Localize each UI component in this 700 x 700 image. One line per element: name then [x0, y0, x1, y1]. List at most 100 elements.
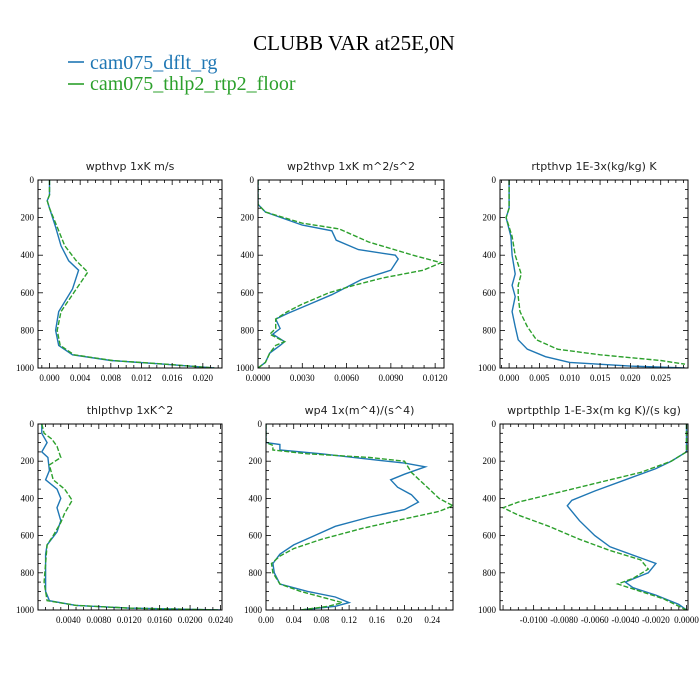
series-line-2 — [505, 180, 686, 365]
x-tick-label: 0.010 — [560, 373, 581, 383]
y-tick-label: 0 — [258, 419, 263, 429]
y-tick-label: 400 — [21, 493, 35, 503]
x-tick-label: 0.00 — [258, 615, 274, 625]
x-tick-label: 0.008 — [101, 373, 122, 383]
panel-title: wpthvp 1xK m/s — [86, 160, 175, 173]
y-tick-label: 800 — [483, 325, 497, 335]
x-tick-label: 0.0040 — [56, 615, 81, 625]
y-tick-label: 600 — [21, 531, 35, 541]
y-tick-label: 400 — [483, 250, 497, 260]
y-tick-label: 0 — [30, 175, 35, 185]
y-tick-label: 0 — [250, 175, 255, 185]
plot-frame — [257, 179, 445, 369]
series-line-2 — [266, 424, 453, 610]
x-tick-label: 0.016 — [162, 373, 183, 383]
series-line-1 — [46, 180, 215, 368]
legend-label-1: cam075_dflt_rg — [90, 52, 217, 74]
x-tick-label: -0.0080 — [550, 615, 578, 625]
x-tick-label: 0.020 — [193, 373, 214, 383]
x-tick-label: 0.0060 — [334, 373, 359, 383]
x-tick-label: 0.04 — [286, 615, 302, 625]
x-tick-label: 0.0090 — [378, 373, 403, 383]
x-tick-label: 0.12 — [341, 615, 357, 625]
x-tick-label: -0.0060 — [581, 615, 609, 625]
y-tick-label: 400 — [241, 250, 255, 260]
panel-3: rtpthvp 1E-3x(kg/kg) K020040060080010000… — [478, 160, 689, 383]
y-tick-label: 0 — [492, 175, 497, 185]
panel-title: wp4 1x(m^4)/(s^4) — [305, 404, 415, 417]
y-tick-label: 200 — [21, 213, 35, 223]
y-tick-label: 400 — [249, 493, 263, 503]
x-tick-label: -0.0100 — [520, 615, 548, 625]
series-line-2 — [41, 424, 221, 610]
y-tick-label: 0 — [30, 419, 35, 429]
series-line-2 — [258, 180, 444, 368]
x-tick-label: 0.20 — [397, 615, 413, 625]
y-tick-label: 1000 — [16, 605, 35, 615]
plot-frame — [499, 423, 689, 611]
x-tick-label: 0.012 — [131, 373, 151, 383]
plot-frame — [499, 179, 689, 369]
series-line-2 — [501, 424, 688, 610]
y-tick-label: 0 — [492, 419, 497, 429]
y-tick-label: 800 — [21, 568, 35, 578]
x-tick-label: 0.0120 — [117, 615, 142, 625]
panel-title: thlpthvp 1xK^2 — [87, 404, 174, 417]
y-tick-label: 600 — [249, 531, 263, 541]
panel-title: rtpthvp 1E-3x(kg/kg) K — [531, 160, 657, 173]
y-tick-label: 800 — [241, 325, 255, 335]
series-line-2 — [46, 180, 215, 368]
x-tick-label: 0.005 — [529, 373, 550, 383]
figure-title: CLUBB VAR at25E,0N — [253, 31, 455, 55]
y-tick-label: 1000 — [478, 605, 497, 615]
y-tick-label: 400 — [483, 493, 497, 503]
series-line-1 — [266, 424, 429, 610]
legend-label-2: cam075_thlp2_rtp2_floor — [90, 73, 296, 95]
x-tick-label: 0.004 — [70, 373, 91, 383]
x-tick-label: 0.0120 — [423, 373, 448, 383]
x-tick-label: 0.24 — [424, 615, 440, 625]
x-tick-label: 0.0240 — [208, 615, 233, 625]
plot-frame — [37, 423, 223, 611]
x-tick-label: 0.000 — [499, 373, 520, 383]
y-tick-label: 400 — [21, 250, 35, 260]
x-tick-label: 0.0080 — [86, 615, 111, 625]
x-tick-label: 0.0000 — [246, 373, 271, 383]
x-tick-label: 0.025 — [651, 373, 672, 383]
x-tick-label: 0.020 — [620, 373, 641, 383]
x-tick-label: -0.0040 — [611, 615, 639, 625]
x-tick-label: 0.16 — [369, 615, 385, 625]
panel-title: wp2thvp 1xK m^2/s^2 — [287, 160, 415, 173]
panel-4: thlpthvp 1xK^2 0 200 400 600 800 1000 0.0040 0.0… — [16, 404, 233, 625]
x-tick-label: 0.0160 — [147, 615, 172, 625]
x-tick-label: -0.0020 — [642, 615, 670, 625]
series-line-1 — [40, 424, 221, 610]
x-tick-label: 0.08 — [314, 615, 330, 625]
series-line-1 — [566, 424, 688, 610]
series-line-1 — [258, 180, 400, 368]
y-tick-label: 1000 — [244, 605, 263, 615]
y-tick-label: 200 — [249, 456, 263, 466]
y-tick-label: 1000 — [16, 363, 35, 373]
y-tick-label: 1000 — [478, 363, 497, 373]
x-tick-label: 0.015 — [590, 373, 611, 383]
legend: cam075_dflt_rg cam075_thlp2_rtp2_floor — [68, 52, 296, 95]
y-tick-label: 200 — [21, 456, 35, 466]
x-tick-label: 0.0030 — [290, 373, 315, 383]
x-tick-label: 0.0000 — [674, 615, 699, 625]
panel-2: wp2thvp 1xK m^2/s^2020040060080010000.00… — [236, 160, 448, 383]
panel-1: wpthvp 1xK m/s 0 200 400 600 800 1000 0.000 0.00… — [16, 160, 223, 383]
x-tick-label: 0.0200 — [178, 615, 203, 625]
y-tick-label: 800 — [483, 568, 497, 578]
y-tick-label: 800 — [249, 568, 263, 578]
y-tick-label: 600 — [483, 288, 497, 298]
y-tick-label: 1000 — [236, 363, 255, 373]
y-tick-label: 800 — [21, 325, 35, 335]
y-tick-label: 200 — [483, 213, 497, 223]
y-tick-label: 200 — [483, 456, 497, 466]
plot-frame — [37, 179, 223, 369]
series-line-1 — [505, 180, 686, 368]
panel-title: wprtpthlp 1-E-3x(m kg K)/(s kg) — [507, 404, 681, 417]
